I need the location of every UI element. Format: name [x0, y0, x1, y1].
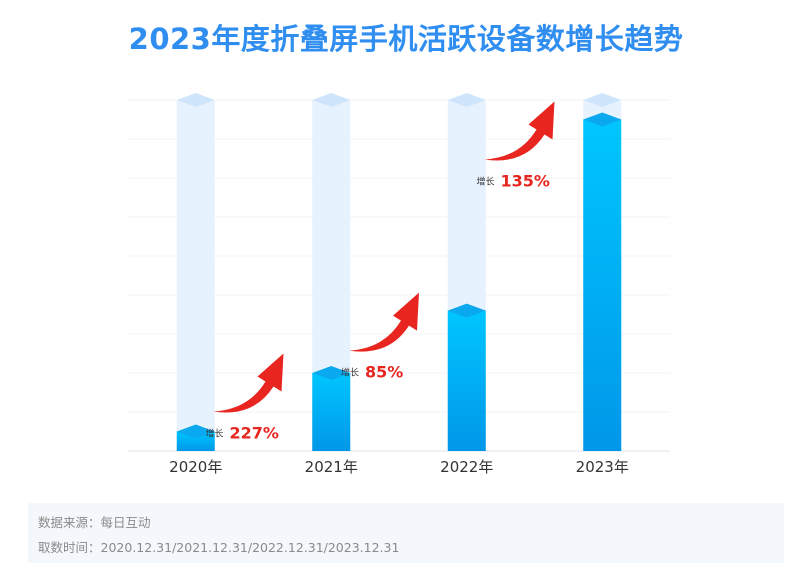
- x-tick-label: 2022年: [440, 458, 493, 476]
- x-axis-labels: 2020年 2021年 2022年 2023年: [169, 458, 629, 476]
- bar: [176, 431, 215, 451]
- source-label: 数据来源：: [38, 515, 101, 530]
- bar-track-cap: [447, 93, 486, 107]
- footer: 数据来源：每日互动 取数时间：2020.12.31/2021.12.31/202…: [28, 503, 784, 563]
- growth-arrow-icon: [213, 353, 284, 413]
- chart-title: 2023年度折叠屏手机活跃设备数增长趋势: [128, 22, 684, 56]
- bar: [447, 310, 486, 451]
- bar-track-cap: [312, 93, 351, 107]
- bar-cap: [583, 112, 622, 127]
- growth-arrow-icon: [349, 292, 419, 352]
- bar-chart: 增长 227% 增长 85% 增长 135% 2020年 2021年 2022年 2023年: [128, 93, 670, 476]
- bars: [176, 93, 622, 451]
- growth-annotation: 增长 85%: [341, 292, 419, 382]
- growth-annotation: 增长 227%: [206, 353, 284, 443]
- growth-label: 增长: [477, 176, 495, 188]
- growth-value: 135%: [501, 172, 550, 191]
- growth-arrow-icon: [484, 101, 555, 161]
- bar-cap: [447, 303, 486, 318]
- bar-track-cap: [583, 93, 622, 107]
- bar-track-cap: [176, 93, 215, 107]
- x-tick-label: 2020年: [169, 458, 222, 476]
- bar-cap: [176, 424, 215, 439]
- growth-annotations: 增长 227% 增长 85% 增长 135%: [206, 101, 555, 443]
- growth-label: 增长: [206, 428, 224, 440]
- bar-cap: [312, 366, 351, 380]
- data-source: 数据来源：每日互动: [38, 512, 151, 531]
- growth-annotation: 增长 135%: [477, 101, 555, 191]
- bar: [583, 119, 622, 451]
- growth-value: 85%: [365, 363, 403, 382]
- x-tick-label: 2021年: [305, 458, 358, 476]
- bar-track: [176, 100, 215, 451]
- x-tick-label: 2023年: [576, 458, 629, 476]
- period-label: 取数时间：: [38, 540, 101, 555]
- growth-value: 227%: [230, 424, 279, 443]
- source-value: 每日互动: [100, 515, 151, 530]
- data-period: 取数时间：2020.12.31/2021.12.31/2022.12.31/20…: [38, 537, 399, 556]
- gridlines: [128, 99, 670, 452]
- period-value: 2020.12.31/2021.12.31/2022.12.31/2023.12…: [100, 540, 400, 555]
- bar: [312, 373, 351, 451]
- growth-label: 增长: [341, 367, 359, 379]
